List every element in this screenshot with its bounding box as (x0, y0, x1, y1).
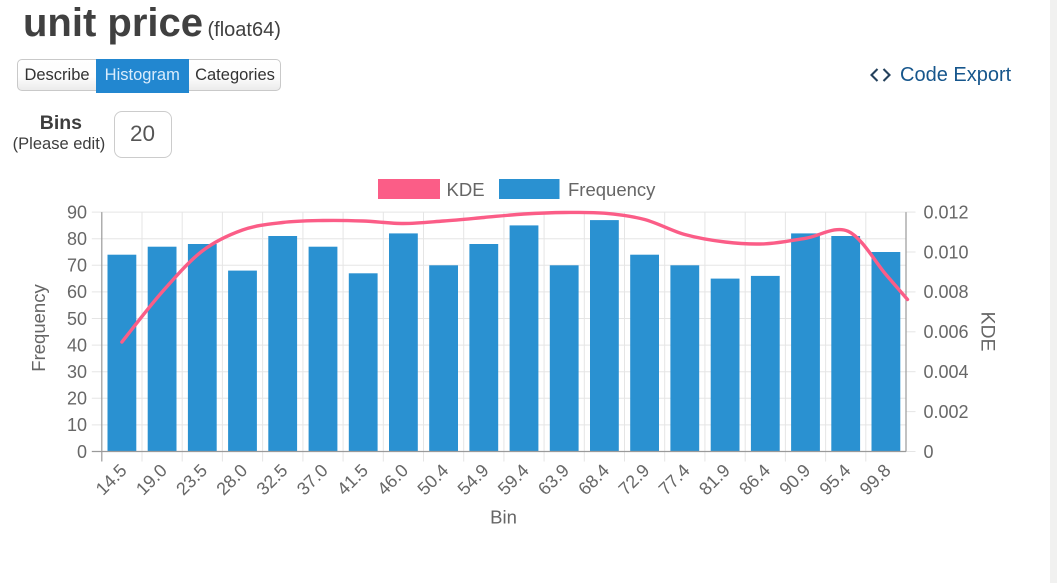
svg-text:99.8: 99.8 (856, 460, 895, 499)
svg-text:10: 10 (67, 415, 87, 435)
svg-text:77.4: 77.4 (655, 460, 694, 499)
svg-text:0.008: 0.008 (924, 282, 969, 302)
svg-text:Frequency: Frequency (568, 179, 656, 200)
svg-text:0: 0 (924, 442, 934, 462)
svg-text:50: 50 (67, 309, 87, 329)
svg-text:37.0: 37.0 (293, 460, 332, 499)
svg-text:0.012: 0.012 (924, 202, 969, 222)
svg-text:70: 70 (67, 256, 87, 276)
svg-text:23.5: 23.5 (172, 460, 211, 499)
svg-text:14.5: 14.5 (92, 460, 131, 499)
svg-text:90.9: 90.9 (775, 460, 814, 499)
svg-text:46.0: 46.0 (373, 460, 412, 499)
svg-text:KDE: KDE (447, 179, 485, 200)
svg-text:KDE: KDE (977, 311, 999, 351)
svg-text:19.0: 19.0 (132, 460, 171, 499)
svg-text:68.4: 68.4 (574, 460, 613, 499)
svg-text:59.4: 59.4 (494, 460, 533, 499)
svg-text:60: 60 (67, 282, 87, 302)
svg-text:54.9: 54.9 (454, 460, 493, 499)
svg-text:Frequency: Frequency (28, 284, 49, 372)
svg-text:41.5: 41.5 (333, 460, 372, 499)
svg-text:Bin: Bin (490, 507, 517, 528)
svg-text:0.002: 0.002 (924, 402, 969, 422)
svg-text:63.9: 63.9 (534, 460, 573, 499)
svg-text:0: 0 (77, 442, 87, 462)
svg-text:20: 20 (67, 389, 87, 409)
svg-text:0.010: 0.010 (924, 242, 969, 262)
svg-text:32.5: 32.5 (253, 460, 292, 499)
svg-text:81.9: 81.9 (695, 460, 734, 499)
svg-text:30: 30 (67, 362, 87, 382)
svg-text:0.006: 0.006 (924, 322, 969, 342)
svg-text:80: 80 (67, 229, 87, 249)
svg-text:72.9: 72.9 (615, 460, 654, 499)
svg-text:86.4: 86.4 (735, 460, 774, 499)
svg-text:40: 40 (67, 335, 87, 355)
svg-text:0.004: 0.004 (924, 362, 969, 382)
svg-text:90: 90 (67, 202, 87, 222)
svg-text:28.0: 28.0 (212, 460, 251, 499)
svg-text:95.4: 95.4 (816, 460, 855, 499)
svg-text:50.4: 50.4 (414, 460, 453, 499)
